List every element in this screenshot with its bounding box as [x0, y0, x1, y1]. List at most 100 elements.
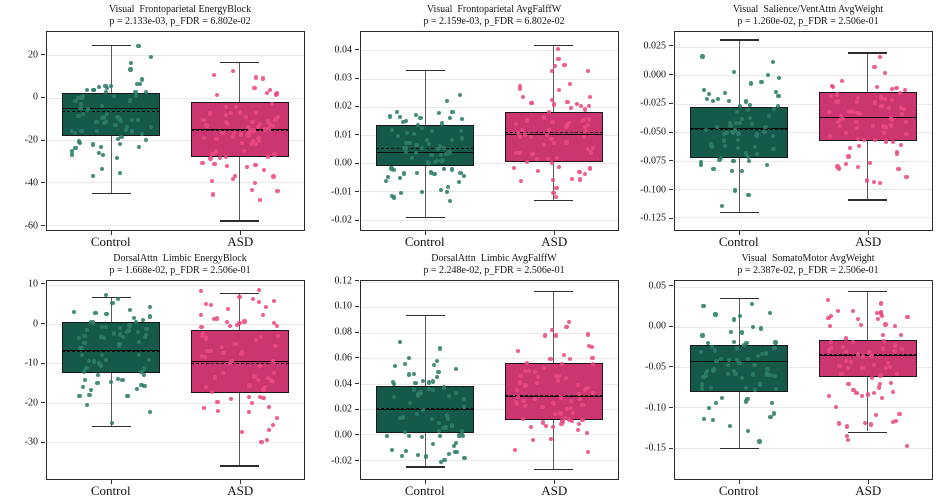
scatter-dot — [87, 392, 92, 398]
plot-area — [674, 280, 933, 480]
scatter-dot — [899, 333, 904, 338]
scatter-dot — [839, 78, 845, 83]
y-tick-mark — [41, 362, 45, 364]
scatter-dot — [899, 347, 904, 352]
scatter-dot — [247, 383, 252, 388]
scatter-dot — [457, 433, 462, 438]
scatter-dot — [889, 123, 894, 128]
scatter-dot — [90, 320, 95, 325]
scatter-dot — [701, 416, 706, 421]
y-tick-label: 0.00 — [334, 429, 353, 441]
scatter-dot — [757, 382, 762, 388]
scatter-dot — [223, 105, 229, 110]
scatter-dot — [839, 371, 844, 376]
scatter-dot — [255, 377, 261, 382]
scatter-dot — [220, 131, 225, 136]
whisker-line — [867, 376, 869, 432]
scatter-dot — [577, 177, 582, 182]
scatter-dot — [534, 156, 539, 162]
scatter-dot — [253, 337, 258, 343]
scatter-dot — [754, 151, 759, 156]
scatter-dot — [419, 126, 424, 131]
scatter-dot — [730, 168, 735, 173]
scatter-dot — [850, 339, 856, 344]
scatter-dot — [865, 178, 870, 183]
scatter-dot — [881, 131, 886, 136]
scatter-dot — [229, 358, 234, 364]
scatter-dot — [129, 129, 134, 134]
scatter-dot — [249, 187, 254, 193]
scatter-dot — [551, 177, 556, 183]
scatter-dot — [144, 327, 149, 332]
scatter-dot — [736, 137, 741, 143]
scatter-dot — [437, 144, 442, 149]
scatter-dot — [529, 100, 534, 105]
y-gridline — [361, 332, 618, 334]
scatter-dot — [92, 87, 97, 92]
whisker-cap-high — [534, 290, 574, 292]
x-tick-label-control: Control — [718, 234, 759, 249]
y-tick-mark — [669, 102, 673, 104]
scatter-dot — [564, 325, 569, 330]
scatter-dot — [436, 369, 441, 374]
scatter-dot — [580, 402, 585, 407]
scatter-dot — [126, 328, 132, 333]
scatter-dot — [550, 97, 555, 102]
scatter-dot — [582, 134, 587, 139]
scatter-dot — [103, 84, 108, 89]
scatter-dot — [567, 319, 572, 325]
scatter-dot — [517, 151, 522, 156]
scatter-dot — [828, 313, 833, 318]
scatter-dot — [855, 99, 860, 104]
scatter-dot — [869, 375, 874, 380]
scatter-dot — [838, 113, 844, 119]
scatter-dot — [747, 158, 752, 163]
y-tick-mark — [669, 189, 673, 191]
scatter-dot — [266, 127, 271, 132]
x-tick-mark — [738, 480, 740, 484]
scatter-dot — [567, 356, 572, 362]
scatter-dot — [449, 167, 455, 172]
scatter-dot — [875, 317, 880, 322]
y-gridline — [47, 224, 304, 226]
scatter-dot — [586, 122, 591, 128]
scatter-dot — [253, 110, 259, 115]
x-tick-mark — [868, 231, 870, 235]
scatter-dot — [901, 107, 906, 112]
scatter-dot — [890, 86, 895, 91]
scatter-dot — [450, 110, 455, 115]
whisker-cap-low — [405, 216, 445, 219]
scatter-dot — [584, 430, 589, 435]
scatter-dot — [78, 101, 83, 106]
x-tick-mark — [110, 480, 112, 484]
scatter-dot — [774, 89, 779, 94]
scatter-dot — [699, 387, 705, 392]
whisker-cap-low — [91, 192, 131, 195]
y-gridline — [361, 383, 618, 385]
scatter-dot — [587, 166, 593, 171]
scatter-dot — [851, 309, 856, 314]
scatter-dot — [85, 107, 90, 112]
y-tick-mark — [355, 219, 359, 221]
scatter-dot — [389, 447, 394, 452]
scatter-dot — [535, 380, 540, 385]
scatter-dot — [577, 392, 582, 397]
scatter-dot — [389, 127, 394, 133]
scatter-dot — [894, 150, 899, 155]
whisker-line — [738, 297, 740, 346]
scatter-dot — [261, 313, 266, 318]
scatter-dot — [223, 154, 228, 160]
scatter-dot — [103, 89, 108, 94]
scatter-dot — [84, 328, 89, 333]
scatter-dot — [200, 333, 205, 338]
scatter-dot — [556, 46, 561, 51]
scatter-dot — [556, 87, 561, 93]
scatter-dot — [210, 152, 215, 157]
scatter-dot — [78, 346, 83, 351]
scatter-dot — [252, 374, 257, 379]
median-line — [818, 355, 917, 357]
scatter-dot — [401, 145, 406, 150]
scatter-dot — [77, 393, 82, 399]
scatter-dot — [740, 117, 745, 122]
scatter-dot — [836, 421, 841, 426]
